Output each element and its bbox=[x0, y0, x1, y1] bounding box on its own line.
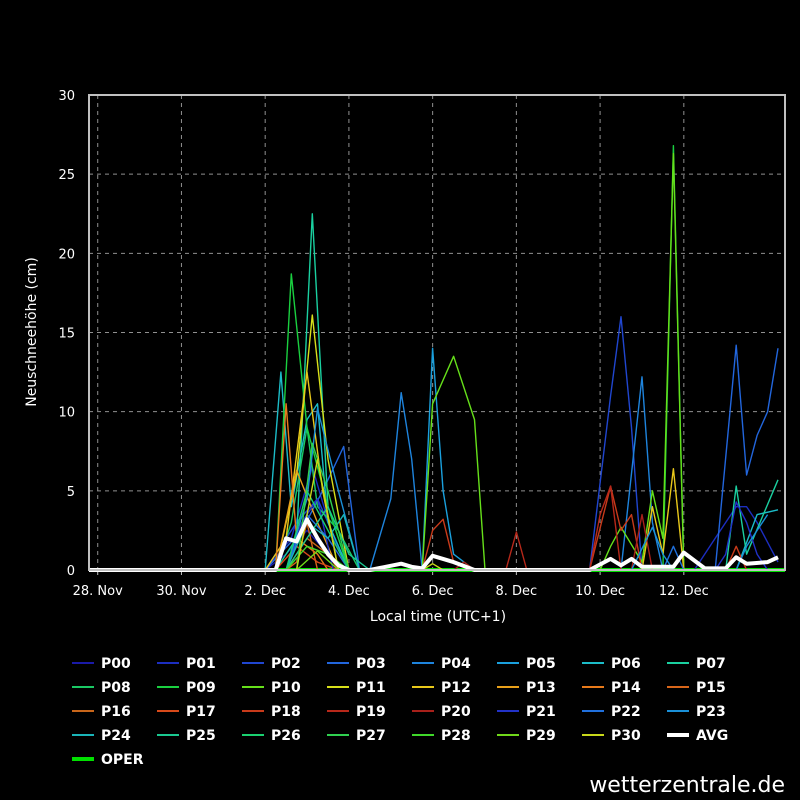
legend-label: OPER bbox=[101, 752, 144, 768]
legend-label: P03 bbox=[356, 656, 386, 672]
legend-label: P01 bbox=[186, 656, 216, 672]
series-line-p28 bbox=[285, 545, 350, 571]
plot-frame bbox=[88, 94, 786, 571]
legend-label: P26 bbox=[271, 728, 301, 744]
legend-label: P04 bbox=[441, 656, 471, 672]
series-line-avg bbox=[89, 517, 779, 572]
series-line-p26 bbox=[285, 490, 350, 571]
legend-label: P00 bbox=[101, 656, 131, 672]
x-tick-label: 6. Dec bbox=[412, 584, 454, 599]
legend-label: P15 bbox=[696, 680, 726, 696]
legend-label: P14 bbox=[611, 680, 641, 696]
legend-label: P13 bbox=[526, 680, 556, 696]
legend-label: P25 bbox=[186, 728, 216, 744]
legend-label: P17 bbox=[186, 704, 216, 720]
y-tick-label: 10 bbox=[58, 406, 75, 421]
legend-label: P23 bbox=[696, 704, 726, 720]
legend-label: P22 bbox=[611, 704, 641, 720]
y-tick-label: 0 bbox=[67, 564, 75, 579]
brand-logo-text: wetterzentrale.de bbox=[589, 773, 785, 798]
series-line-p23 bbox=[285, 407, 769, 571]
legend-label: P11 bbox=[356, 680, 386, 696]
x-tick-label: 8. Dec bbox=[496, 584, 538, 599]
legend-label: P09 bbox=[186, 680, 216, 696]
series-line-p19 bbox=[505, 485, 622, 571]
legend-label: P16 bbox=[101, 704, 131, 720]
legend-label: P30 bbox=[611, 728, 641, 744]
series-line-p29 bbox=[296, 550, 339, 571]
legend-label: P12 bbox=[441, 680, 471, 696]
legend-label: P05 bbox=[526, 656, 556, 672]
x-tick-label: 10. Dec bbox=[575, 584, 625, 599]
series-line-p07 bbox=[275, 213, 779, 571]
x-tick-labels: 28. Nov 30. Nov 2. Dec 4. Dec 6. Dec 8. Dec 10… bbox=[73, 584, 709, 599]
legend-label: P27 bbox=[356, 728, 386, 744]
series-line-p10 bbox=[421, 152, 685, 571]
legend-label: P07 bbox=[696, 656, 726, 672]
y-tick-label: 15 bbox=[58, 327, 75, 342]
y-tick-label: 25 bbox=[58, 168, 75, 183]
x-tick-label: 30. Nov bbox=[156, 584, 206, 599]
legend-label: P08 bbox=[101, 680, 131, 696]
legend-label: P24 bbox=[101, 728, 131, 744]
series-line-p12 bbox=[264, 371, 685, 571]
legend-label: P02 bbox=[271, 656, 301, 672]
series-line-p27 bbox=[295, 442, 350, 571]
legend-label: P29 bbox=[526, 728, 556, 744]
series-lines bbox=[89, 144, 785, 572]
y-tick-label: 5 bbox=[67, 485, 75, 500]
legend-label: P10 bbox=[271, 680, 301, 696]
legend-label: P20 bbox=[441, 704, 471, 720]
legend-label: P06 bbox=[611, 656, 641, 672]
legend-label: P19 bbox=[356, 704, 386, 720]
legend-label: P21 bbox=[526, 704, 556, 720]
legend-label: P18 bbox=[271, 704, 301, 720]
series-line-p06 bbox=[264, 371, 779, 571]
x-axis-label: Local time (UTC+1) bbox=[370, 609, 506, 625]
series-line-p17 bbox=[275, 545, 339, 571]
y-tick-label: 30 bbox=[58, 89, 75, 104]
x-tick-label: 2. Dec bbox=[244, 584, 286, 599]
chart-subtitle: Init: Fri, 27Nov2020 18Z bbox=[321, 55, 479, 70]
grid bbox=[89, 95, 785, 575]
y-tick-label: 20 bbox=[58, 247, 75, 262]
y-tick-labels: 0 5 10 15 20 25 30 bbox=[58, 89, 75, 579]
chart-title: GFS Vicchio (IT) 44N, 11.5E bbox=[263, 11, 537, 35]
x-tick-label: 12. Dec bbox=[659, 584, 709, 599]
series-line-p18 bbox=[421, 485, 748, 571]
x-tick-label: 28. Nov bbox=[73, 584, 123, 599]
legend-label: P28 bbox=[441, 728, 471, 744]
x-tick-label: 4. Dec bbox=[328, 584, 370, 599]
legend: P00 P01 P02 P03 P04 P05 P06 P07 P08 P09 P10 P11 P12 P… bbox=[72, 656, 728, 768]
legend-label: AVG bbox=[696, 728, 728, 744]
y-axis-label: Neuschneehöhe (cm) bbox=[24, 257, 40, 407]
series-line-p05 bbox=[421, 347, 475, 571]
